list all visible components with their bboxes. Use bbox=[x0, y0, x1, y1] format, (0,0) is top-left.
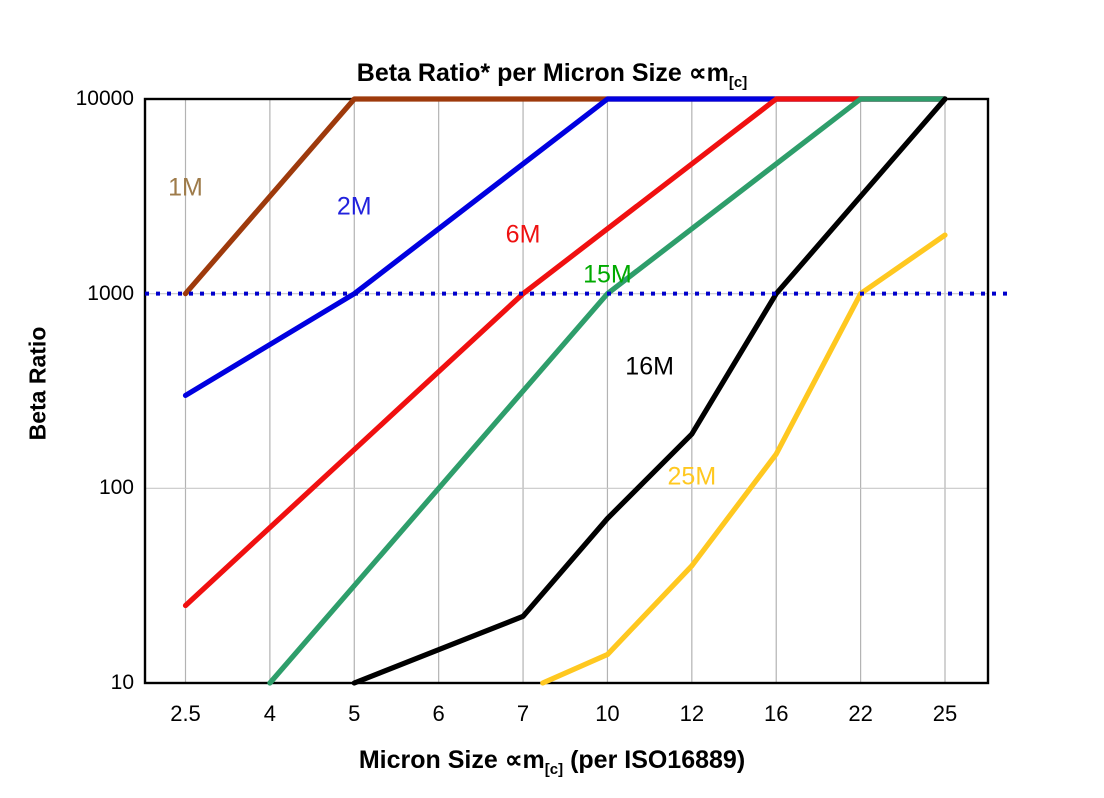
x-axis-tick-label: 5 bbox=[348, 701, 361, 726]
series-line-16M bbox=[351, 96, 948, 686]
series-label-25M: 25M bbox=[667, 462, 717, 491]
series-label-2M: 2M bbox=[336, 192, 372, 221]
series-line-15M bbox=[267, 96, 948, 686]
y-axis-tick-label: 10000 bbox=[75, 87, 134, 110]
series-label-15M: 15M bbox=[583, 260, 632, 289]
x-axis-tick-label: 2.5 bbox=[170, 701, 201, 726]
x-axis-tick-label: 10 bbox=[595, 701, 620, 726]
x-axis-tick-label: 12 bbox=[679, 701, 705, 726]
y-axis-tick-label: 1000 bbox=[87, 281, 134, 305]
y-axis-tick-label: 10 bbox=[110, 671, 134, 694]
x-axis-title: Micron Size ∝m[c] (per ISO16889) bbox=[0, 745, 1104, 778]
y-axis-tick-labels: 10000 1000 100 10 bbox=[42, 0, 134, 798]
x-axis-title-subscript: [c] bbox=[544, 761, 564, 778]
plot-background bbox=[145, 99, 988, 683]
chart-title: Beta Ratio* per Micron Size ∝m[c] bbox=[0, 58, 1104, 91]
x-axis-tick-label: 22 bbox=[848, 701, 873, 726]
chart-title-main: Beta Ratio* per Micron Size ∝m bbox=[356, 59, 729, 87]
x-axis-tick-label: 16 bbox=[763, 701, 789, 726]
series-line-25M bbox=[540, 232, 948, 686]
x-axis-tick-label: 7 bbox=[516, 701, 530, 726]
series-label-6M: 6M bbox=[505, 220, 541, 249]
x-axis-tick-label: 4 bbox=[263, 701, 276, 726]
x-axis-tick-label: 6 bbox=[432, 701, 445, 726]
series-label-1M: 1M bbox=[168, 173, 203, 202]
y-axis-tick-label: 100 bbox=[98, 476, 134, 500]
series-label-16M: 16M bbox=[625, 352, 674, 381]
chart-title-subscript: [c] bbox=[728, 74, 748, 91]
x-axis-tick-label: 25 bbox=[932, 701, 958, 726]
x-axis-title-tail: (per ISO16889) bbox=[563, 746, 746, 774]
x-axis-title-main: Micron Size ∝m bbox=[358, 746, 545, 774]
